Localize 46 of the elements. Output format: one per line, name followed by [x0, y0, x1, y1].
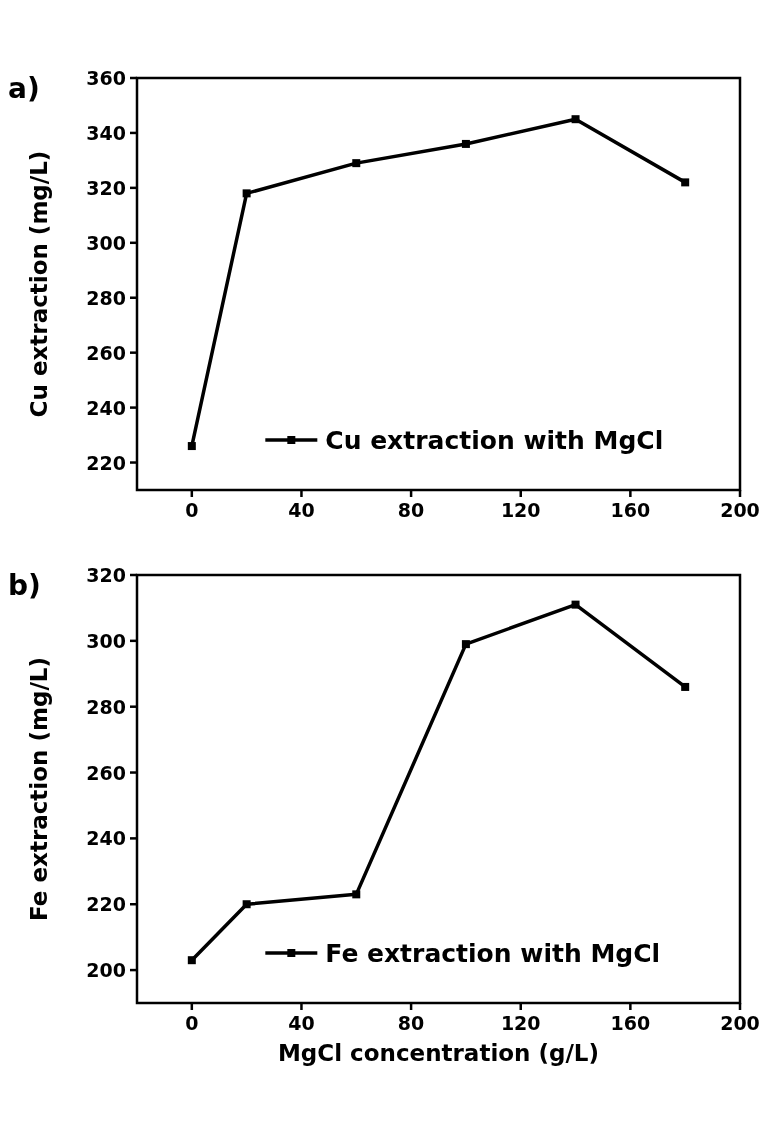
x-tick-label: 120 — [500, 1012, 541, 1034]
y-tick-label: 240 — [86, 396, 126, 419]
x-tick-label: 160 — [610, 499, 651, 521]
point — [571, 600, 580, 609]
point — [187, 442, 196, 451]
x-axis-title: MgCl concentration (g/L) — [277, 1040, 600, 1066]
y-tick-label: 220 — [86, 893, 126, 916]
point — [242, 900, 251, 909]
text: a) — [8, 72, 40, 105]
y-tick-label: 320 — [86, 564, 126, 586]
x-tick-label: 0 — [185, 1012, 199, 1034]
y-tick-label: 200 — [86, 959, 126, 982]
point — [681, 178, 690, 187]
x-tick-label: 200 — [720, 1012, 760, 1034]
point — [681, 682, 690, 691]
y-tick-label: 280 — [86, 286, 126, 309]
x-tick-label: 160 — [610, 1012, 651, 1034]
y-tick-label: 320 — [86, 176, 126, 199]
y-tick-label: 260 — [86, 341, 126, 364]
point — [571, 115, 580, 124]
x-tick-label: 80 — [397, 499, 425, 521]
x-tick-label: 40 — [288, 1012, 315, 1034]
y-tick-label: 340 — [86, 121, 126, 144]
y-tick-label: 240 — [86, 827, 126, 850]
point — [242, 189, 251, 198]
x-tick-label: 40 — [288, 499, 315, 521]
point — [352, 890, 361, 899]
point — [461, 640, 470, 649]
y-tick-label: 360 — [86, 67, 126, 89]
y-tick-label: 300 — [86, 629, 126, 652]
x-tick-label: 200 — [720, 499, 760, 521]
text: b) — [8, 569, 41, 602]
y-axis-title: Fe extraction (mg/L) — [26, 657, 52, 921]
y-tick-label: 220 — [86, 451, 126, 474]
x-tick-label: 0 — [185, 499, 199, 521]
x-tick-label: 80 — [397, 1012, 425, 1034]
y-tick-label: 300 — [86, 231, 126, 254]
x-tick-label: 120 — [500, 499, 541, 521]
point — [461, 139, 470, 148]
y-axis-title: Cu extraction (mg/L) — [26, 150, 52, 418]
y-tick-label: 260 — [86, 761, 126, 784]
point — [187, 956, 196, 965]
point — [352, 159, 361, 168]
legend-label: Fe extraction with MgCl — [325, 939, 661, 968]
legend-label: Cu extraction with MgCl — [325, 426, 664, 455]
y-tick-label: 280 — [86, 695, 126, 718]
